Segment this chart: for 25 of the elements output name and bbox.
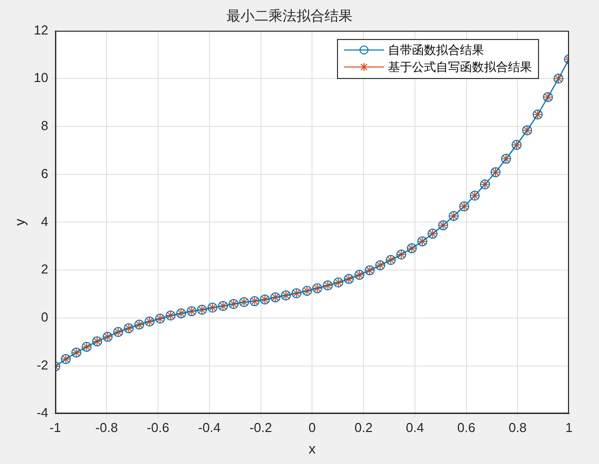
x-tick-label: 0.6 [457, 420, 476, 435]
y-axis-title: y [11, 218, 28, 226]
x-tick-label: -0.8 [95, 420, 118, 435]
x-tick-label: -0.6 [146, 420, 170, 435]
y-tick-label: 10 [34, 70, 48, 86]
legend-label: 自带函数拟合结果 [388, 42, 484, 59]
y-tick-label: 2 [41, 262, 48, 277]
y-tick-label: 8 [41, 118, 48, 134]
y-tick-label: 12 [34, 22, 48, 38]
y-tick-label: 0 [41, 309, 48, 324]
x-tick-label: -0.2 [250, 420, 272, 435]
x-tick-label: 0 [308, 420, 316, 435]
y-tick-label: 6 [41, 166, 48, 181]
y-tick-label: -4 [36, 405, 48, 420]
x-axis-title: x [308, 440, 316, 456]
x-tick-label: -0.4 [198, 420, 221, 435]
y-tick-label: 4 [41, 214, 48, 229]
chart-title: 最小二乘法拟合结果 [226, 7, 352, 24]
x-tick-label: 0.2 [354, 420, 373, 435]
x-tick-label: 0.8 [508, 420, 527, 435]
y-tick-label: -2 [36, 357, 48, 372]
legend-label: 基于公式自写函数拟合结果 [388, 58, 532, 76]
x-tick-label: -1 [49, 420, 62, 435]
x-tick-label: 1 [565, 420, 573, 435]
x-tick-label: 0.4 [406, 420, 424, 435]
